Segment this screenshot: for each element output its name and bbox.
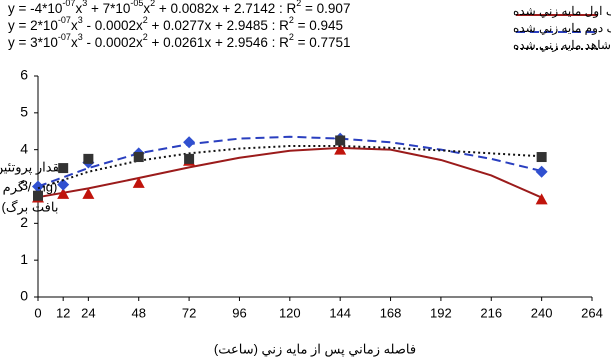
- x-axis-label: فاصله زماني پس از مايه زني (ساعت): [214, 341, 416, 357]
- equation-part: + 0.0261x + 2.9546 : R: [148, 35, 289, 50]
- trend-line: [37, 144, 542, 190]
- y-tick-label: 2: [20, 214, 28, 230]
- superscript: 2: [289, 15, 294, 25]
- equation-part: y = 3*10: [8, 35, 58, 50]
- x-tick-label: 0: [34, 305, 41, 320]
- y-tick-label: 3: [20, 177, 28, 193]
- x-tick-label: 216: [480, 305, 502, 320]
- x-tick-label: 96: [232, 305, 246, 320]
- legend-label: برگ اول مايه زني شده: [513, 4, 611, 18]
- x-tick-label: 168: [380, 305, 402, 320]
- equation-part: = 0.907: [301, 1, 350, 16]
- equation-part: y = -4*10: [8, 1, 62, 16]
- x-tick-label: 120: [279, 305, 301, 320]
- equation-part: x: [143, 1, 150, 16]
- x-tick-label: 24: [81, 305, 95, 320]
- marker: [83, 153, 94, 164]
- marker: [535, 193, 548, 205]
- x-tick-label: 72: [182, 305, 196, 320]
- marker: [183, 136, 196, 149]
- superscript: -07: [62, 0, 75, 8]
- x-tick-label: 264: [581, 305, 603, 320]
- equation-part: + 0.0082x + 2.7142 : R: [155, 1, 296, 16]
- equation-part: y = 2*10: [8, 18, 58, 33]
- marker: [184, 153, 195, 164]
- marker: [335, 135, 346, 146]
- equation-part: + 0.0277x + 2.9485 : R: [148, 18, 289, 33]
- x-tick-label: 48: [131, 305, 145, 320]
- trend-line: [37, 135, 542, 188]
- superscript: -05: [130, 0, 143, 8]
- marker: [536, 152, 547, 163]
- superscript: 3: [78, 15, 83, 25]
- marker: [334, 143, 347, 155]
- marker: [33, 190, 43, 201]
- superscript: 2: [150, 0, 155, 8]
- marker: [535, 165, 548, 178]
- equation-part: x: [71, 18, 78, 33]
- x-tick-label: 144: [329, 305, 351, 320]
- superscript: -07: [58, 15, 71, 25]
- marker: [133, 152, 144, 163]
- x-tick-label: 12: [56, 305, 70, 320]
- marker: [58, 163, 69, 174]
- marker: [57, 178, 70, 191]
- marker: [32, 180, 44, 193]
- superscript: -07: [58, 32, 71, 42]
- y-axis-label: بافت برگ): [2, 199, 59, 215]
- equation-part: = 0.945: [294, 18, 343, 33]
- marker: [132, 176, 145, 188]
- y-tick-label: 0: [20, 288, 28, 304]
- marker: [82, 187, 95, 199]
- superscript: 3: [78, 32, 83, 42]
- y-axis-label: مقدار پروتئين: [0, 159, 66, 175]
- superscript: 2: [296, 0, 301, 8]
- y-axis-label: (mg / گرم: [3, 179, 58, 195]
- equation-part: - 0.0002x: [83, 18, 143, 33]
- trend-equation: y = 2*10-07x3 - 0.0002x2 + 0.0277x + 2.9…: [8, 15, 343, 32]
- trend-equation: y = 3*10-07x3 - 0.0002x2 + 0.0261x + 2.9…: [8, 32, 351, 49]
- superscript: 2: [143, 15, 148, 25]
- trend-equation: y = -4*10-07x3 + 7*10-05x2 + 0.0082x + 2…: [8, 0, 350, 16]
- equation-part: x: [71, 35, 78, 50]
- trend-line: [37, 146, 543, 199]
- y-tick-label: 4: [20, 140, 28, 156]
- x-tick-label: 192: [430, 305, 452, 320]
- x-tick-label: 240: [531, 305, 553, 320]
- legend-label: برگ دوم مايه زني شده: [513, 21, 611, 35]
- equation-part: x: [75, 1, 82, 16]
- legend-label: برگ شاهد مايه زني شده: [513, 38, 611, 52]
- equation-part: = 0.7751: [294, 35, 351, 50]
- superscript: 2: [289, 32, 294, 42]
- y-tick-label: 1: [20, 251, 28, 267]
- superscript: 2: [143, 32, 148, 42]
- superscript: 3: [82, 0, 87, 8]
- marker: [57, 187, 70, 199]
- y-tick-label: 6: [20, 67, 28, 83]
- y-tick-label: 5: [20, 104, 28, 120]
- equation-part: + 7*10: [87, 1, 130, 16]
- equation-part: - 0.0002x: [83, 35, 143, 50]
